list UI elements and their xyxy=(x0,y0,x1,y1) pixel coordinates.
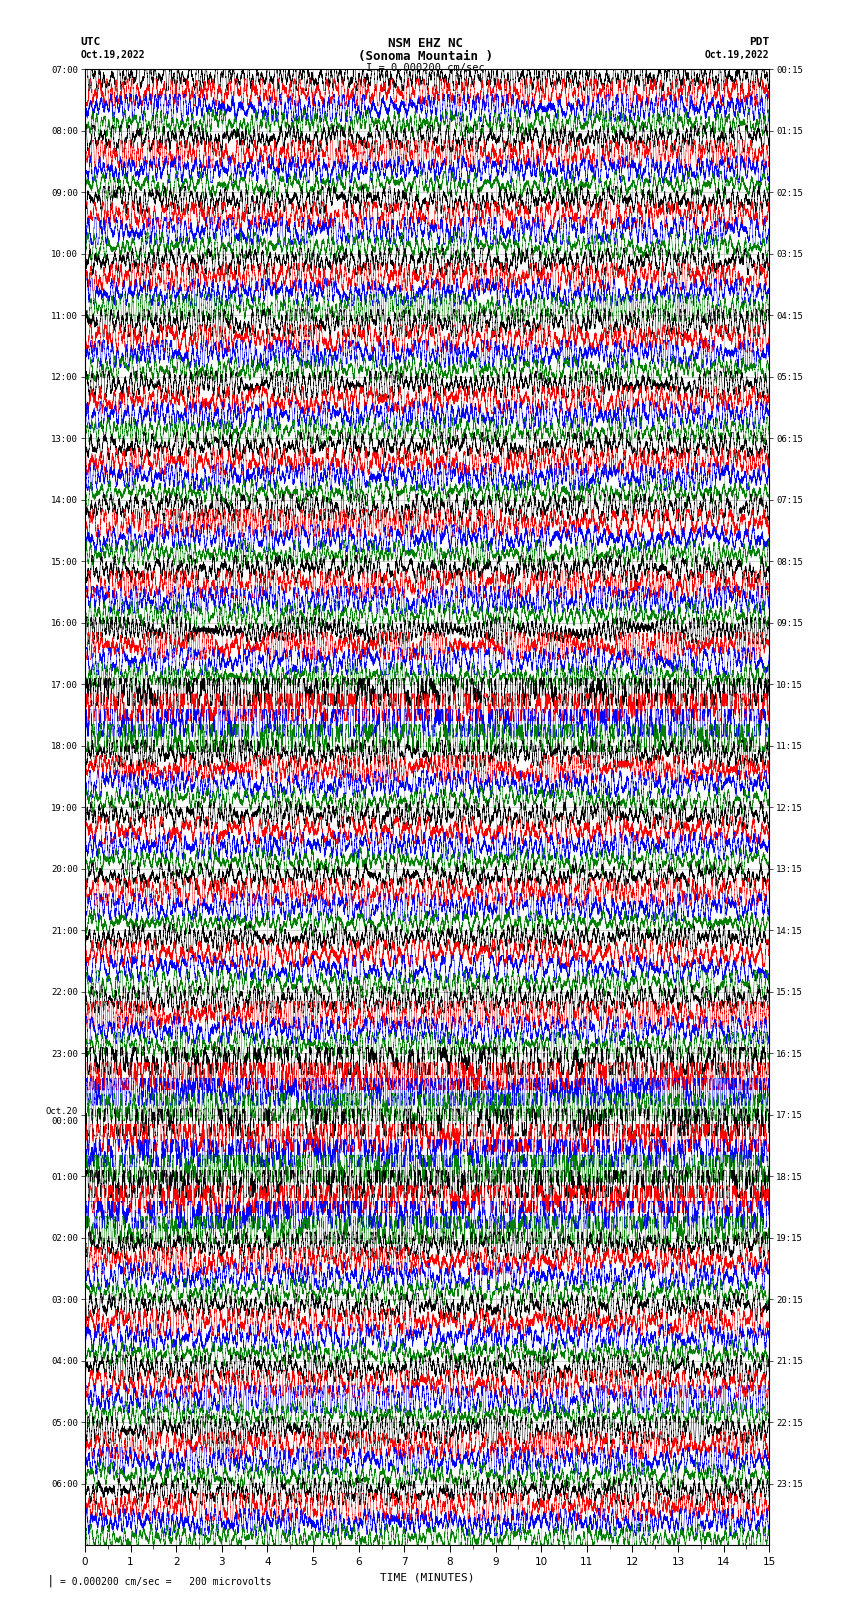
Text: Oct.19,2022: Oct.19,2022 xyxy=(705,50,769,60)
Text: UTC: UTC xyxy=(81,37,101,47)
Text: I = 0.000200 cm/sec: I = 0.000200 cm/sec xyxy=(366,63,484,73)
Text: PDT: PDT xyxy=(749,37,769,47)
X-axis label: TIME (MINUTES): TIME (MINUTES) xyxy=(380,1573,474,1582)
Text: Oct.19,2022: Oct.19,2022 xyxy=(81,50,145,60)
Text: NSM EHZ NC: NSM EHZ NC xyxy=(388,37,462,50)
Text: (Sonoma Mountain ): (Sonoma Mountain ) xyxy=(358,50,492,63)
Text: |: | xyxy=(47,1574,54,1587)
Text: = 0.000200 cm/sec =   200 microvolts: = 0.000200 cm/sec = 200 microvolts xyxy=(60,1578,271,1587)
